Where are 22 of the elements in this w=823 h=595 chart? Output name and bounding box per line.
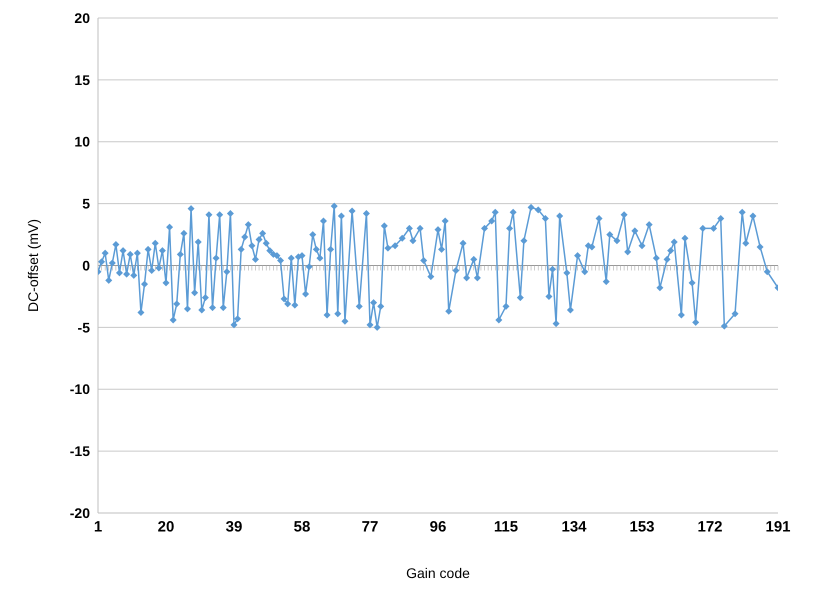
x-tick-label: 134 (561, 518, 588, 536)
y-tick-label: 0 (82, 257, 90, 274)
y-tick-label: -20 (70, 504, 90, 521)
x-axis-title: Gain code (406, 565, 470, 581)
y-tick-label: 5 (82, 196, 90, 212)
y-tick-label: -10 (70, 381, 90, 398)
x-tick-label: 39 (226, 518, 242, 536)
y-axis-title: DC-offset (mV) (24, 218, 41, 312)
x-tick-label: 58 (294, 518, 310, 536)
y-tick-label: 15 (74, 72, 90, 88)
x-tick-label: 96 (430, 518, 446, 536)
y-tick-label: 20 (74, 10, 90, 26)
y-tick-label: -5 (78, 319, 90, 336)
x-tick-label: 1 (94, 518, 102, 536)
x-tick-label: 77 (362, 518, 378, 536)
y-tick-label: 10 (74, 134, 90, 150)
x-tick-label: 191 (765, 518, 791, 536)
x-tick-label: 172 (697, 518, 723, 536)
x-tick-label: 20 (158, 518, 174, 536)
y-tick-label: -15 (70, 443, 90, 460)
x-tick-label: 153 (629, 518, 655, 536)
x-tick-label: 115 (494, 518, 518, 536)
